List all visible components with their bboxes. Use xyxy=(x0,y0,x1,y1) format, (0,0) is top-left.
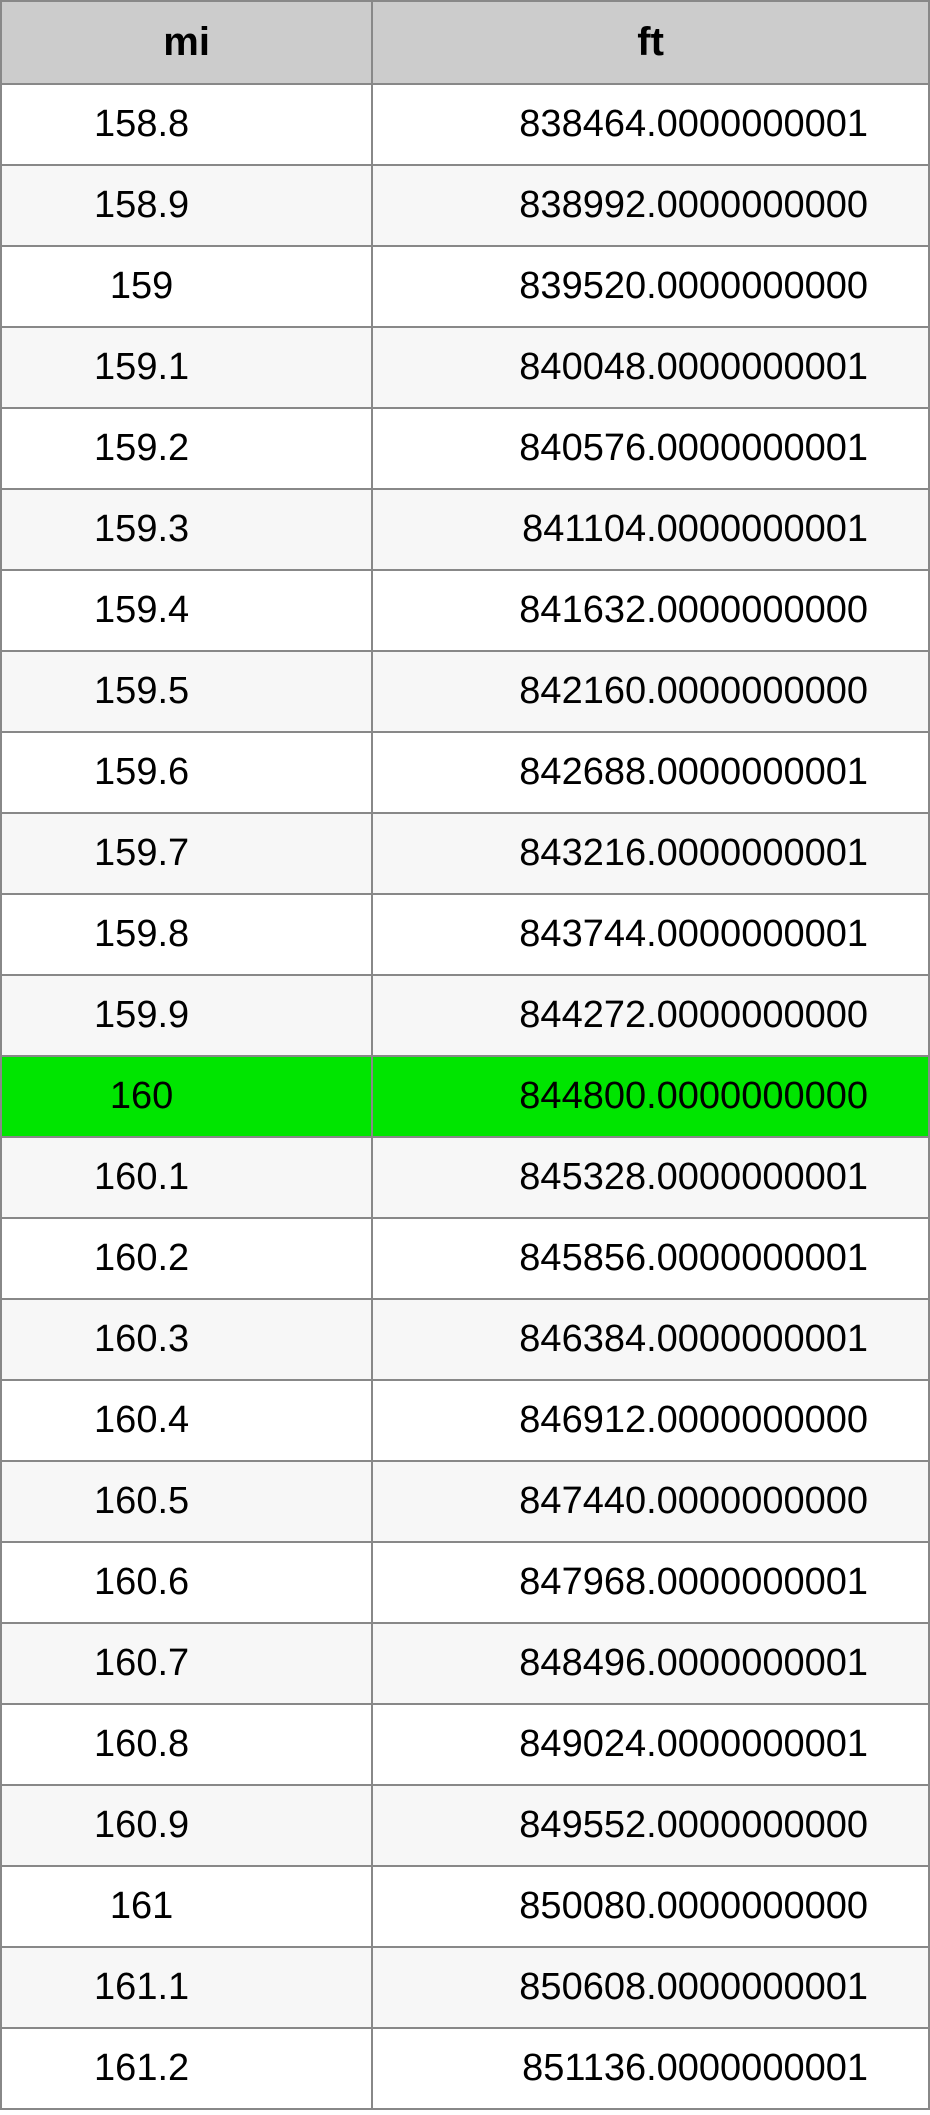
cell-ft: 844800.0000000000 xyxy=(372,1056,929,1137)
table-row: 160.5847440.0000000000 xyxy=(1,1461,929,1542)
cell-mi: 160.1 xyxy=(1,1137,372,1218)
table-row: 158.8838464.0000000001 xyxy=(1,84,929,165)
column-header-ft: ft xyxy=(372,1,929,84)
cell-ft: 841632.0000000000 xyxy=(372,570,929,651)
cell-ft: 842688.0000000001 xyxy=(372,732,929,813)
cell-mi: 159 xyxy=(1,246,372,327)
cell-ft: 838464.0000000001 xyxy=(372,84,929,165)
table-row: 160.8849024.0000000001 xyxy=(1,1704,929,1785)
table-row: 159.8843744.0000000001 xyxy=(1,894,929,975)
cell-ft: 850608.0000000001 xyxy=(372,1947,929,2028)
cell-mi: 159.4 xyxy=(1,570,372,651)
table-row: 161.2851136.0000000001 xyxy=(1,2028,929,2109)
table-row: 159.7843216.0000000001 xyxy=(1,813,929,894)
cell-mi: 158.9 xyxy=(1,165,372,246)
table-row: 160.6847968.0000000001 xyxy=(1,1542,929,1623)
cell-mi: 160.7 xyxy=(1,1623,372,1704)
cell-mi: 160.9 xyxy=(1,1785,372,1866)
table-row: 160.7848496.0000000001 xyxy=(1,1623,929,1704)
cell-mi: 158.8 xyxy=(1,84,372,165)
cell-ft: 851136.0000000001 xyxy=(372,2028,929,2109)
table-row: 161850080.0000000000 xyxy=(1,1866,929,1947)
table-row: 159.5842160.0000000000 xyxy=(1,651,929,732)
table-row: 159.1840048.0000000001 xyxy=(1,327,929,408)
cell-ft: 843216.0000000001 xyxy=(372,813,929,894)
cell-mi: 161.1 xyxy=(1,1947,372,2028)
cell-mi: 159.9 xyxy=(1,975,372,1056)
cell-mi: 161 xyxy=(1,1866,372,1947)
table-row: 160.2845856.0000000001 xyxy=(1,1218,929,1299)
table-row: 158.9838992.0000000000 xyxy=(1,165,929,246)
table-row: 159.2840576.0000000001 xyxy=(1,408,929,489)
cell-ft: 849024.0000000001 xyxy=(372,1704,929,1785)
cell-ft: 850080.0000000000 xyxy=(372,1866,929,1947)
cell-mi: 159.3 xyxy=(1,489,372,570)
table-row: 159.6842688.0000000001 xyxy=(1,732,929,813)
cell-ft: 840048.0000000001 xyxy=(372,327,929,408)
cell-mi: 159.2 xyxy=(1,408,372,489)
table-row: 159839520.0000000000 xyxy=(1,246,929,327)
table-row: 161.1850608.0000000001 xyxy=(1,1947,929,2028)
table-row: 160844800.0000000000 xyxy=(1,1056,929,1137)
cell-ft: 843744.0000000001 xyxy=(372,894,929,975)
table-header-row: mi ft xyxy=(1,1,929,84)
table-row: 159.3841104.0000000001 xyxy=(1,489,929,570)
table-row: 160.4846912.0000000000 xyxy=(1,1380,929,1461)
cell-mi: 160.6 xyxy=(1,1542,372,1623)
cell-ft: 847440.0000000000 xyxy=(372,1461,929,1542)
conversion-table: mi ft 158.8838464.0000000001158.9838992.… xyxy=(0,0,930,2110)
cell-mi: 159.7 xyxy=(1,813,372,894)
cell-ft: 846912.0000000000 xyxy=(372,1380,929,1461)
cell-mi: 159.1 xyxy=(1,327,372,408)
table-row: 160.3846384.0000000001 xyxy=(1,1299,929,1380)
cell-ft: 847968.0000000001 xyxy=(372,1542,929,1623)
table-row: 160.9849552.0000000000 xyxy=(1,1785,929,1866)
cell-ft: 840576.0000000001 xyxy=(372,408,929,489)
cell-mi: 159.8 xyxy=(1,894,372,975)
table-body: 158.8838464.0000000001158.9838992.000000… xyxy=(1,84,929,2109)
table-row: 159.4841632.0000000000 xyxy=(1,570,929,651)
cell-ft: 845856.0000000001 xyxy=(372,1218,929,1299)
cell-ft: 846384.0000000001 xyxy=(372,1299,929,1380)
cell-ft: 848496.0000000001 xyxy=(372,1623,929,1704)
cell-mi: 160.2 xyxy=(1,1218,372,1299)
cell-mi: 160.5 xyxy=(1,1461,372,1542)
cell-mi: 160.4 xyxy=(1,1380,372,1461)
cell-ft: 849552.0000000000 xyxy=(372,1785,929,1866)
table-row: 159.9844272.0000000000 xyxy=(1,975,929,1056)
cell-ft: 844272.0000000000 xyxy=(372,975,929,1056)
cell-ft: 841104.0000000001 xyxy=(372,489,929,570)
cell-ft: 839520.0000000000 xyxy=(372,246,929,327)
cell-ft: 845328.0000000001 xyxy=(372,1137,929,1218)
column-header-mi: mi xyxy=(1,1,372,84)
cell-mi: 160 xyxy=(1,1056,372,1137)
cell-mi: 159.5 xyxy=(1,651,372,732)
cell-mi: 161.2 xyxy=(1,2028,372,2109)
cell-ft: 842160.0000000000 xyxy=(372,651,929,732)
table-row: 160.1845328.0000000001 xyxy=(1,1137,929,1218)
cell-ft: 838992.0000000000 xyxy=(372,165,929,246)
cell-mi: 159.6 xyxy=(1,732,372,813)
cell-mi: 160.8 xyxy=(1,1704,372,1785)
cell-mi: 160.3 xyxy=(1,1299,372,1380)
